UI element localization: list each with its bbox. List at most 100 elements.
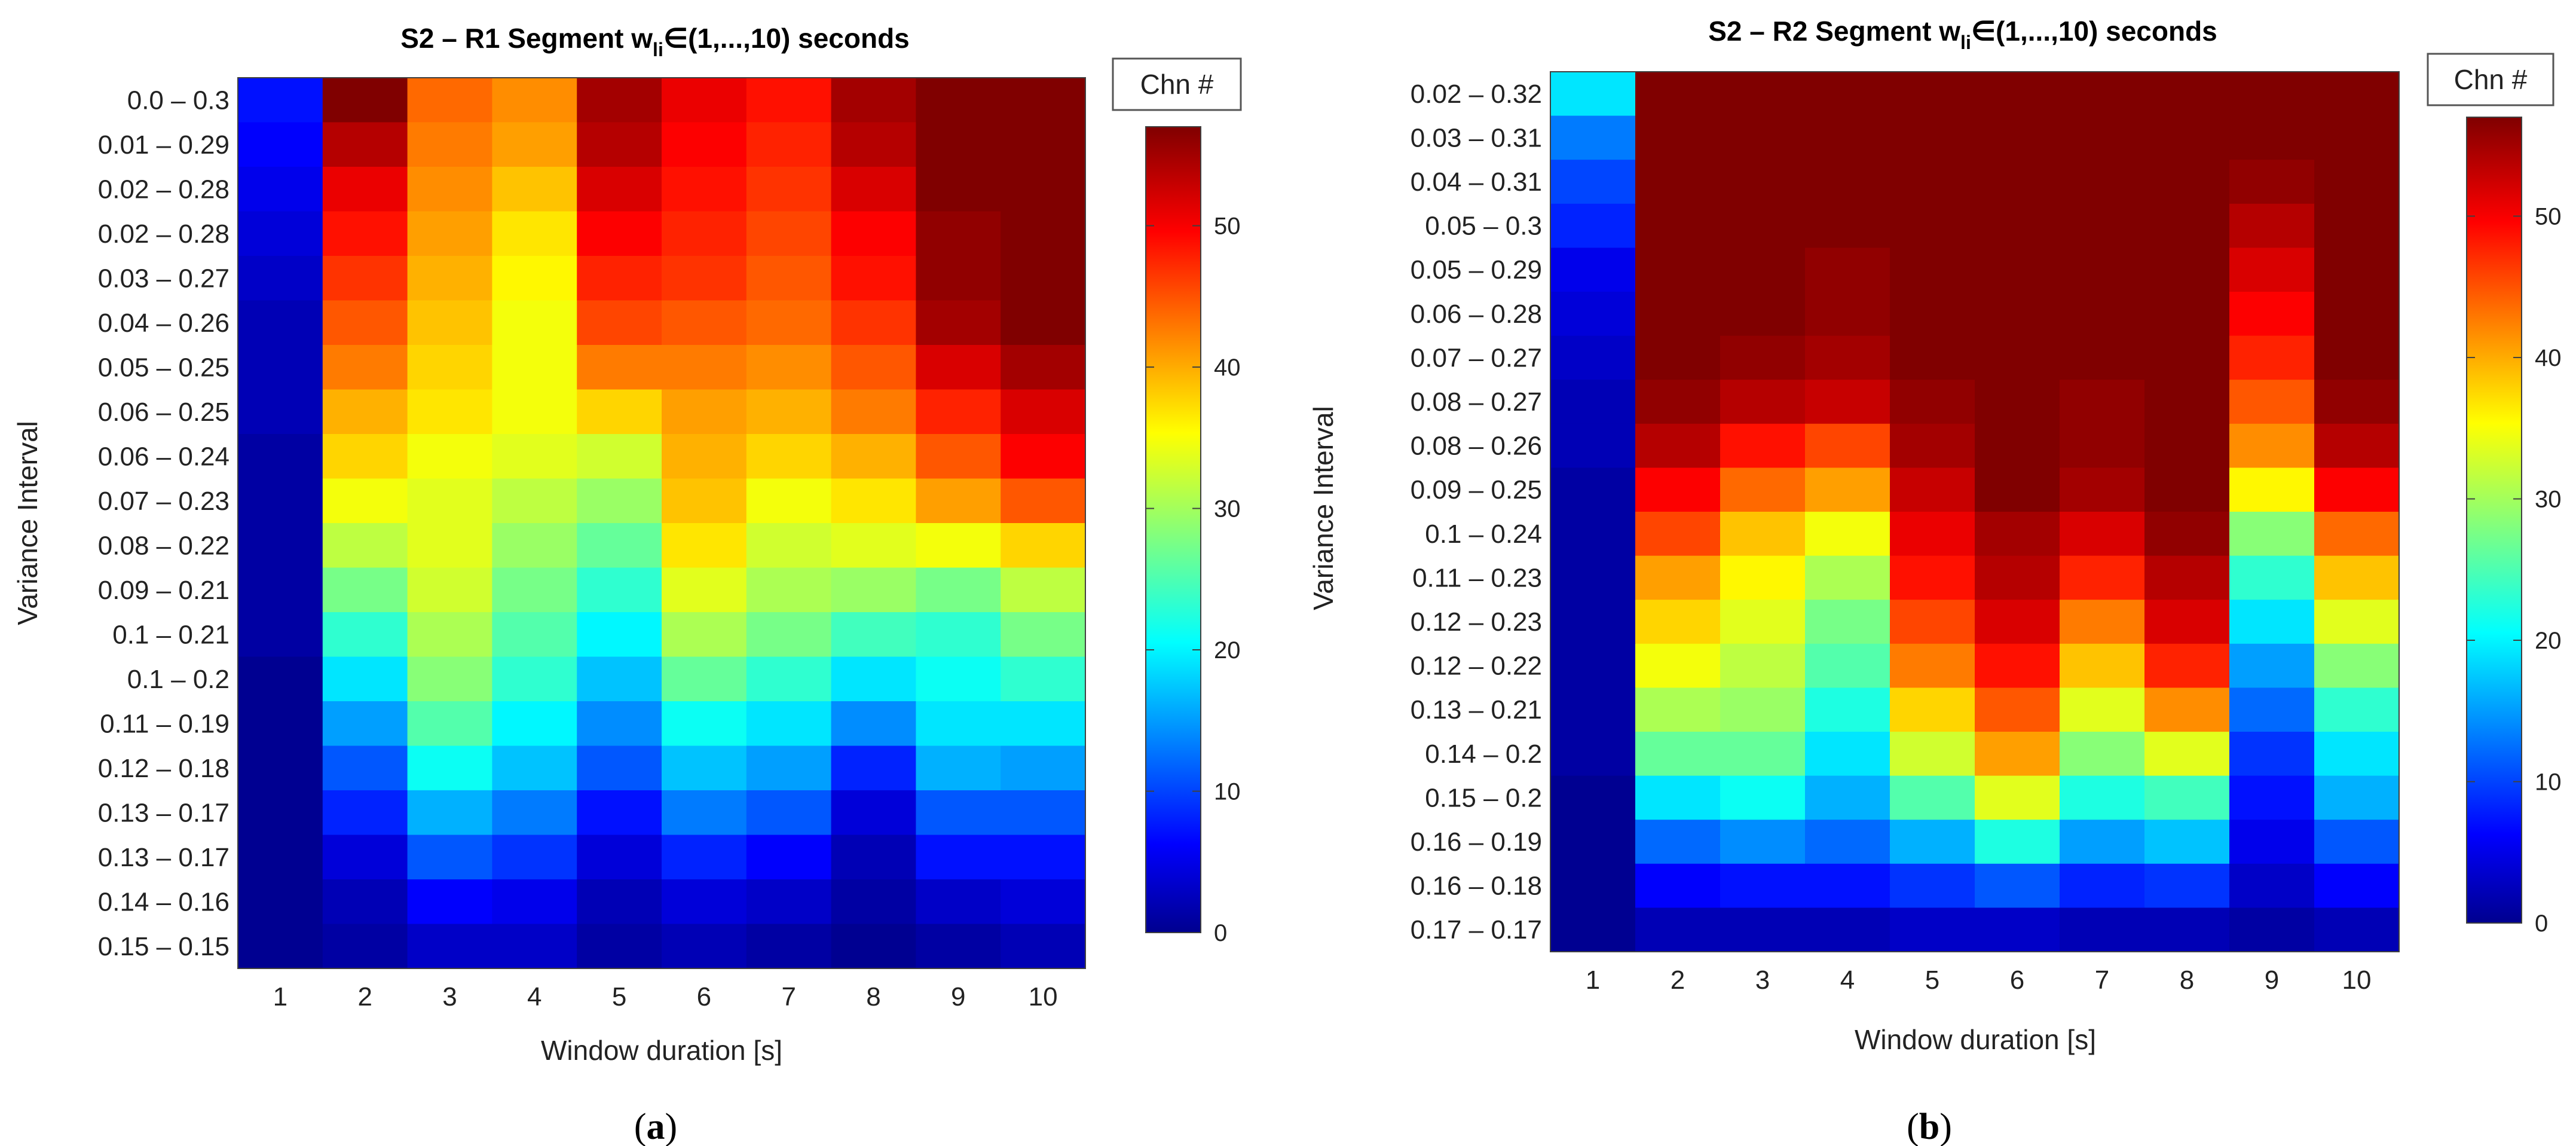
panel-a-cell-r19-c8 xyxy=(831,879,917,925)
panel-a-cell-r12-c2 xyxy=(322,567,408,613)
panel-b-colorbar-label-box xyxy=(2427,53,2554,106)
panel-a-x-tick-label: 9 xyxy=(951,982,965,1011)
panel-b-cell-r1-c3 xyxy=(1720,72,1806,117)
panel-b-y-tick-label: 0.09 – 0.25 xyxy=(1411,475,1542,505)
panel-a-cell-r10-c9 xyxy=(916,478,1001,524)
panel-a-cell-r16-c2 xyxy=(322,745,408,791)
panel-b-cell-r6-c10 xyxy=(2314,292,2400,337)
panel-a-cell-r8-c10 xyxy=(1001,389,1086,435)
panel-b-y-tick-label: 0.14 – 0.2 xyxy=(1425,739,1542,769)
panel-a-cell-r4-c6 xyxy=(662,211,747,256)
panel-a-cell-r2-c3 xyxy=(407,122,493,167)
panel-a-cell-r13-c2 xyxy=(322,612,408,658)
panel-a-cell-r4-c10 xyxy=(1001,211,1086,256)
panel-b-cell-r9-c5 xyxy=(1890,423,1975,469)
panel-a-cell-r1-c2 xyxy=(322,78,408,123)
panel-b-cell-r14-c5 xyxy=(1890,643,1975,689)
panel-b-cell-r7-c2 xyxy=(1635,335,1721,380)
panel-b-cell-r15-c10 xyxy=(2314,687,2400,732)
panel-a-cell-r15-c6 xyxy=(662,701,747,747)
panel-b-cell-r19-c1 xyxy=(1550,863,1636,909)
panel-a-cell-r18-c8 xyxy=(831,835,917,880)
panel-b-cell-r5-c7 xyxy=(2060,247,2145,292)
panel-a-cell-r20-c10 xyxy=(1001,924,1086,969)
panel-b-cell-r11-c6 xyxy=(1975,512,2060,557)
panel-b-cell-r11-c7 xyxy=(2060,512,2145,557)
panel-b-cell-r5-c10 xyxy=(2314,247,2400,292)
panel-a-cell-r5-c6 xyxy=(662,256,747,301)
panel-b-y-tick-label: 0.16 – 0.19 xyxy=(1411,827,1542,857)
panel-a-cell-r7-c8 xyxy=(831,345,917,390)
panel-b-cell-r18-c4 xyxy=(1805,820,1890,864)
panel-a-cell-r16-c5 xyxy=(577,745,662,791)
panel-a-cell-r13-c3 xyxy=(407,612,493,658)
panel-b-cell-r3-c7 xyxy=(2060,160,2145,204)
panel-a-cell-r3-c8 xyxy=(831,167,917,212)
panel-b-cell-r17-c2 xyxy=(1635,775,1721,820)
panel-b-cell-r14-c8 xyxy=(2144,643,2230,689)
panel-b-cell-r16-c10 xyxy=(2314,732,2400,777)
panel-a-plot-frame xyxy=(237,77,1086,969)
panel-a-cell-r16-c9 xyxy=(916,745,1001,791)
panel-b-cell-r10-c5 xyxy=(1890,467,1975,512)
panel-b-y-tick-label: 0.15 – 0.2 xyxy=(1425,783,1542,812)
panel-b-cell-r7-c6 xyxy=(1975,335,2060,380)
panel-a-cell-r19-c5 xyxy=(577,879,662,925)
panel-a-cell-r6-c5 xyxy=(577,300,662,346)
panel-b-cell-r5-c2 xyxy=(1635,247,1721,292)
panel-a-cell-r8-c5 xyxy=(577,389,662,435)
panel-a-x-tick-label: 1 xyxy=(273,982,287,1011)
panel-b-cell-r2-c2 xyxy=(1635,115,1721,160)
panel-a-cell-r2-c1 xyxy=(238,122,323,167)
panel-a-cell-r17-c10 xyxy=(1001,790,1086,836)
panel-a-cell-r15-c5 xyxy=(577,701,662,747)
panel-b-cell-r8-c4 xyxy=(1805,380,1890,424)
panel-a-cell-r16-c10 xyxy=(1001,745,1086,791)
panel-a-cell-r12-c5 xyxy=(577,567,662,613)
panel-a-cell-r15-c9 xyxy=(916,701,1001,747)
panel-a-cell-r3-c1 xyxy=(238,167,323,212)
panel-a-title: S2 – R1 Segment wli∈(1,...,10) seconds xyxy=(400,23,910,60)
panel-a-cell-r2-c2 xyxy=(322,122,408,167)
panel-a-cell-r14-c9 xyxy=(916,656,1001,702)
panel-b-cell-r5-c1 xyxy=(1550,247,1636,292)
panel-b-cell-r20-c3 xyxy=(1720,907,1806,952)
panel-b-cell-r10-c7 xyxy=(2060,467,2145,512)
panel-a-caption: (a) xyxy=(634,1107,677,1146)
panel-b-cell-r13-c4 xyxy=(1805,600,1890,644)
panel-a-cell-r14-c1 xyxy=(238,656,323,702)
panel-a-cell-r3-c7 xyxy=(746,167,832,212)
panel-b-cell-r4-c9 xyxy=(2229,203,2315,249)
panel-b-cell-r13-c9 xyxy=(2229,600,2315,644)
panel-b-cell-r8-c9 xyxy=(2229,380,2315,424)
panel-a-cell-r5-c3 xyxy=(407,256,493,301)
panel-b-cell-r3-c2 xyxy=(1635,160,1721,204)
panel-a-cell-r8-c3 xyxy=(407,389,493,435)
panel-b-cell-r4-c10 xyxy=(2314,203,2400,249)
panel-b-cell-r8-c1 xyxy=(1550,380,1636,424)
panel-b-cell-r20-c4 xyxy=(1805,907,1890,952)
panel-a-cell-r19-c6 xyxy=(662,879,747,925)
panel-a-cell-r15-c3 xyxy=(407,701,493,747)
panel-b-cell-r1-c6 xyxy=(1975,72,2060,117)
panel-b-cell-r18-c8 xyxy=(2144,820,2230,864)
panel-a-cell-r6-c7 xyxy=(746,300,832,346)
panel-b-x-tick-label: 10 xyxy=(2342,965,2372,995)
panel-b-cell-r10-c6 xyxy=(1975,467,2060,512)
panel-a-cell-r9-c10 xyxy=(1001,434,1086,479)
panel-a-cell-r8-c7 xyxy=(746,389,832,435)
panel-a-cell-r18-c4 xyxy=(492,835,577,880)
panel-b-cell-r19-c9 xyxy=(2229,863,2315,909)
panel-b-cell-r17-c5 xyxy=(1890,775,1975,820)
panel-b-cell-r18-c7 xyxy=(2060,820,2145,864)
panel-b-cell-r17-c3 xyxy=(1720,775,1806,820)
panel-b-colorbar-gradient xyxy=(2466,117,2522,924)
panel-b-cell-r19-c7 xyxy=(2060,863,2145,909)
panel-a-cell-r14-c10 xyxy=(1001,656,1086,702)
panel-a-cell-r2-c7 xyxy=(746,122,832,167)
panel-b-cell-r15-c3 xyxy=(1720,687,1806,732)
panel-b-cell-r7-c8 xyxy=(2144,335,2230,380)
panel-b-cell-r12-c3 xyxy=(1720,555,1806,600)
panel-a-cell-r8-c8 xyxy=(831,389,917,435)
